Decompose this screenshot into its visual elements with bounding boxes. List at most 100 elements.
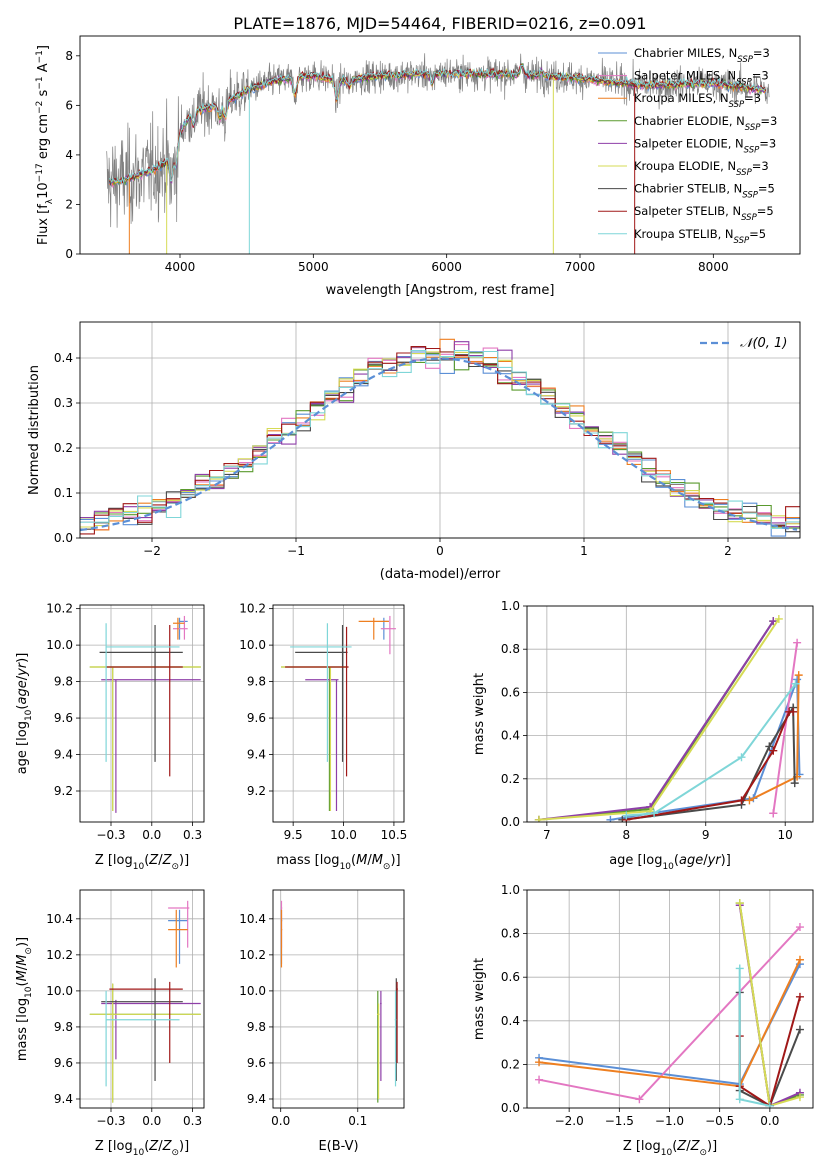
y-tick-label: 9.4 xyxy=(247,748,266,762)
x-tick-label: 10.5 xyxy=(381,828,408,842)
label-part: / xyxy=(158,1139,163,1154)
plot-area-age-vs-Z xyxy=(89,615,201,813)
label-part: −17 xyxy=(35,163,45,182)
y-tick-label: 0.0 xyxy=(54,531,73,545)
y-tick-label: 0.6 xyxy=(501,685,520,699)
legend-text: Salpeter STELIB, N xyxy=(634,204,741,218)
legend-text: Chabrier STELIB, N xyxy=(634,182,742,196)
y-axis-label: mass [log10(M/M⊙)] xyxy=(15,937,34,1061)
label-part: M xyxy=(15,955,30,966)
x-tick-label: −1.5 xyxy=(605,1114,634,1128)
label-part: Z xyxy=(162,853,173,868)
x-tick-label: 2 xyxy=(724,544,732,558)
legend-label-kroupa_elodie: Kroupa ELODIE, NSSP=3 xyxy=(634,159,769,178)
x-axis-label: (data-model)/error xyxy=(380,567,501,582)
weight-marker-salpeter_stelib xyxy=(789,707,798,716)
label-part: Z xyxy=(676,1139,687,1154)
panel-residuals: −2 −1 0 1 2 0.0 0.1 0.2 0.3 0.4 𝒩(0, 1) (data-model… xyxy=(27,321,801,582)
x-axis-label: Z [log10(Z/Z⊙)] xyxy=(623,1139,717,1158)
weight-line-chabrier_miles xyxy=(610,679,801,821)
y-tick-label: 8 xyxy=(65,49,73,63)
label-part: )] xyxy=(15,653,30,663)
y-tick-label: 9.2 xyxy=(247,784,266,798)
legend-text: =5 xyxy=(757,204,774,218)
weight-marker-salpeter_miles xyxy=(635,1095,644,1104)
label-part: −1 xyxy=(35,50,45,63)
panel-age-vs-mass: 9.5 10.0 10.5 9.2 9.4 9.6 9.8 10.0 10.2 mass [log… xyxy=(239,602,407,872)
legend-sub: SSP xyxy=(742,191,758,201)
label-part: 10 xyxy=(340,862,352,872)
label-part: / xyxy=(686,1139,691,1154)
x-tick-label: 0 xyxy=(436,544,444,558)
label-part: 10 xyxy=(662,862,674,872)
y-tick-label: 0.1 xyxy=(54,486,73,500)
legend-label-chabrier_miles: Chabrier MILES, NSSP=3 xyxy=(634,46,770,65)
x-tick-label: −2.0 xyxy=(555,1114,584,1128)
y-tick-label: 10.0 xyxy=(239,638,266,652)
panel-weight-vs-Z: −2.0 −1.5 −1.0 −0.5 0.0 0.0 0.2 0.4 0.6 0.8 1.0 Z [… xyxy=(472,883,814,1158)
label-part: Flux [f xyxy=(36,204,51,245)
x-tick-label: 8000 xyxy=(698,260,729,274)
plot-area-weight-vs-age xyxy=(534,614,804,822)
label-part: mass [log xyxy=(15,998,30,1061)
weight-line-chabrier_elodie xyxy=(538,620,775,821)
legend-text: Chabrier ELODIE, N xyxy=(634,114,745,128)
weight-marker-kroupa_miles xyxy=(795,955,804,964)
axes-frame xyxy=(79,604,205,823)
y-axis-label: age [log10(age/yr)] xyxy=(15,653,34,775)
weight-marker-kroupa_stelib xyxy=(737,753,746,762)
x-tick-label: 7000 xyxy=(565,260,596,274)
y-tick-label: 10.0 xyxy=(46,984,73,998)
legend-sub: SSP xyxy=(737,55,753,65)
x-axis-label: E(B-V) xyxy=(318,1139,358,1154)
x-tick-label: 4000 xyxy=(165,260,196,274)
y-tick-label: 10.2 xyxy=(46,948,73,962)
weight-marker-kroupa_stelib xyxy=(622,811,631,820)
y-tick-label: 9.8 xyxy=(247,675,266,689)
label-part: ⊙ xyxy=(699,1148,707,1158)
label-part: ( xyxy=(15,981,30,986)
x-tick-label: 9 xyxy=(702,828,710,842)
label-part: ( xyxy=(672,1139,677,1154)
label-part: 10 xyxy=(36,182,51,199)
legend-text: Chabrier MILES, N xyxy=(634,46,737,60)
axes-frame xyxy=(272,889,405,1109)
weight-marker-kroupa_elodie xyxy=(534,815,543,822)
plot-area-mass-vs-EBV xyxy=(280,900,398,1103)
figure-title: PLATE=1876, MJD=54464, FIBERID=0216, z=0… xyxy=(233,14,646,33)
weight-marker-kroupa_stelib xyxy=(735,964,744,973)
y-tick-label: 9.6 xyxy=(247,1056,266,1070)
plot-area-residuals xyxy=(80,338,800,537)
label-part: ( xyxy=(15,705,30,710)
y-tick-label: 2 xyxy=(65,197,73,211)
label-part: age [log xyxy=(15,721,30,774)
y-tick-label: 0.2 xyxy=(501,1057,520,1071)
weight-line-kroupa_stelib xyxy=(738,968,771,1107)
label-part: mass [log xyxy=(276,853,339,868)
y-tick-label: 10.2 xyxy=(239,948,266,962)
y-tick-label: 9.2 xyxy=(54,784,73,798)
x-tick-label: 9.5 xyxy=(284,828,303,842)
legend-text: =3 xyxy=(759,136,776,150)
legend-label-chabrier_stelib: Chabrier STELIB, NSSP=5 xyxy=(634,182,775,201)
y-tick-label: 10.4 xyxy=(239,912,266,926)
weight-marker-kroupa_miles xyxy=(794,671,803,680)
legend-text: Salpeter ELODIE, N xyxy=(634,136,744,150)
plot-area-age-vs-mass xyxy=(281,615,396,812)
weight-marker-kroupa_elodie xyxy=(795,1093,804,1102)
y-tick-label: 10.0 xyxy=(239,984,266,998)
legend-label-salpeter_stelib: Salpeter STELIB, NSSP=5 xyxy=(634,204,774,223)
x-tick-label: 0.3 xyxy=(183,1114,202,1128)
plot-area-spectrum xyxy=(106,53,770,254)
label-part: mass weight xyxy=(472,958,487,1040)
label-part: 10 xyxy=(24,986,34,998)
legend-label-gaussian: 𝒩(0, 1) xyxy=(740,336,787,351)
label-part: mass weight xyxy=(472,673,487,755)
label-part: Z [log xyxy=(95,853,133,868)
weight-marker-salpeter_miles xyxy=(769,809,778,818)
panel-mass-vs-Z: −0.3 0.0 0.39.49.69.810.010.210.4Z [log10(… xyxy=(15,889,205,1158)
y-tick-label: 0.0 xyxy=(501,815,520,829)
legend-sub: SSP xyxy=(729,100,745,110)
weight-marker-chabrier_stelib xyxy=(795,1025,804,1034)
